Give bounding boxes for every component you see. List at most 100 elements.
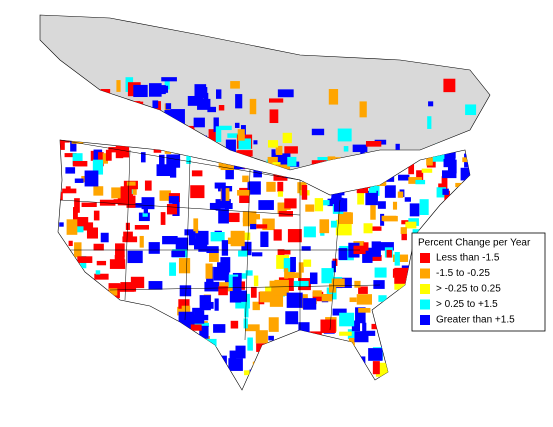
trend-patch [288, 349, 299, 360]
trend-patch [86, 227, 99, 239]
trend-patch [238, 138, 252, 150]
trend-patch [311, 128, 325, 136]
trend-patch [151, 314, 160, 323]
trend-patch [462, 157, 474, 163]
trend-patch [362, 247, 373, 263]
trend-patch [416, 170, 424, 181]
trend-patch [253, 167, 262, 178]
trend-patch [362, 322, 367, 337]
trend-patch [421, 168, 433, 173]
trend-patch [242, 217, 253, 223]
trend-patch [430, 353, 441, 360]
trend-patch [284, 198, 297, 209]
trend-patch [420, 367, 427, 374]
trend-patch [199, 325, 209, 339]
trend-patch [397, 325, 409, 337]
trend-patch [62, 188, 77, 194]
legend-swatch [420, 253, 430, 263]
trend-patch [176, 329, 192, 341]
trend-patch [228, 358, 243, 371]
trend-patch [276, 350, 290, 366]
trend-patch [330, 220, 337, 228]
trend-patch [86, 123, 101, 132]
trend-patch [336, 362, 347, 379]
trend-patch [381, 341, 396, 352]
trend-patch [56, 94, 73, 100]
trend-patch [66, 283, 76, 292]
trend-patch [275, 145, 283, 155]
trend-patch [168, 196, 180, 204]
trend-patch [144, 180, 152, 191]
trend-patch [415, 179, 426, 185]
trend-patch [64, 153, 77, 158]
trend-patch [100, 232, 109, 243]
trend-patch [68, 322, 76, 338]
trend-patch [332, 160, 344, 177]
trend-patch [252, 372, 263, 381]
trend-patch [128, 101, 141, 116]
trend-patch [314, 198, 324, 212]
trend-patch [238, 281, 246, 290]
trend-patch [109, 259, 126, 269]
trend-patch [76, 340, 92, 354]
trend-patch [398, 174, 410, 181]
trend-patch [192, 307, 203, 312]
trend-patch [459, 373, 471, 386]
trend-patch [320, 200, 330, 206]
trend-patch [134, 225, 150, 230]
trend-patch [323, 369, 337, 386]
trend-patch [236, 150, 245, 157]
trend-patch [77, 256, 93, 263]
trend-patch [178, 311, 195, 327]
trend-patch [164, 119, 172, 126]
trend-patch [186, 364, 198, 374]
trend-patch [470, 205, 484, 222]
trend-patch [337, 376, 349, 383]
legend-label: Less than -1.5 [436, 253, 500, 264]
trend-patch [436, 187, 447, 198]
trend-patch [247, 181, 261, 195]
trend-patch [312, 290, 322, 297]
trend-patch [352, 356, 366, 364]
trend-patch [130, 276, 145, 289]
trend-patch [86, 222, 94, 230]
trend-patch [119, 372, 130, 387]
trend-patch [316, 169, 323, 182]
trend-patch [409, 203, 420, 217]
trend-patch [345, 177, 355, 183]
trend-patch [94, 273, 109, 280]
trend-patch [271, 383, 282, 390]
trend-patch [380, 155, 387, 164]
trend-patch [64, 110, 71, 116]
trend-patch [255, 330, 268, 344]
trend-patch [128, 124, 140, 130]
trend-patch [349, 297, 357, 303]
trend-patch [98, 124, 109, 133]
trend-patch [386, 249, 392, 258]
trend-patch [230, 230, 245, 247]
trend-patch [308, 374, 318, 380]
trend-patch [287, 156, 297, 167]
trend-patch [165, 121, 177, 133]
trend-patch [237, 150, 253, 157]
legend-label: Greater than +1.5 [436, 315, 515, 326]
trend-patch [178, 375, 195, 382]
trend-patch [359, 101, 367, 118]
trend-patch [298, 344, 306, 353]
trend-patch [178, 299, 190, 309]
trend-patch [395, 366, 407, 378]
trend-patch [59, 222, 64, 227]
trend-patch [471, 150, 487, 164]
trend-patch [330, 169, 347, 182]
trend-patch [327, 156, 336, 169]
trend-patch [241, 241, 252, 256]
trend-patch [306, 347, 317, 358]
trend-patch [421, 355, 434, 365]
trend-patch [284, 146, 298, 154]
trend-patch [90, 357, 96, 370]
trend-patch [425, 356, 436, 369]
trend-patch [122, 343, 134, 358]
trend-patch [202, 87, 208, 98]
trend-patch [365, 162, 378, 167]
trend-patch [172, 348, 185, 358]
